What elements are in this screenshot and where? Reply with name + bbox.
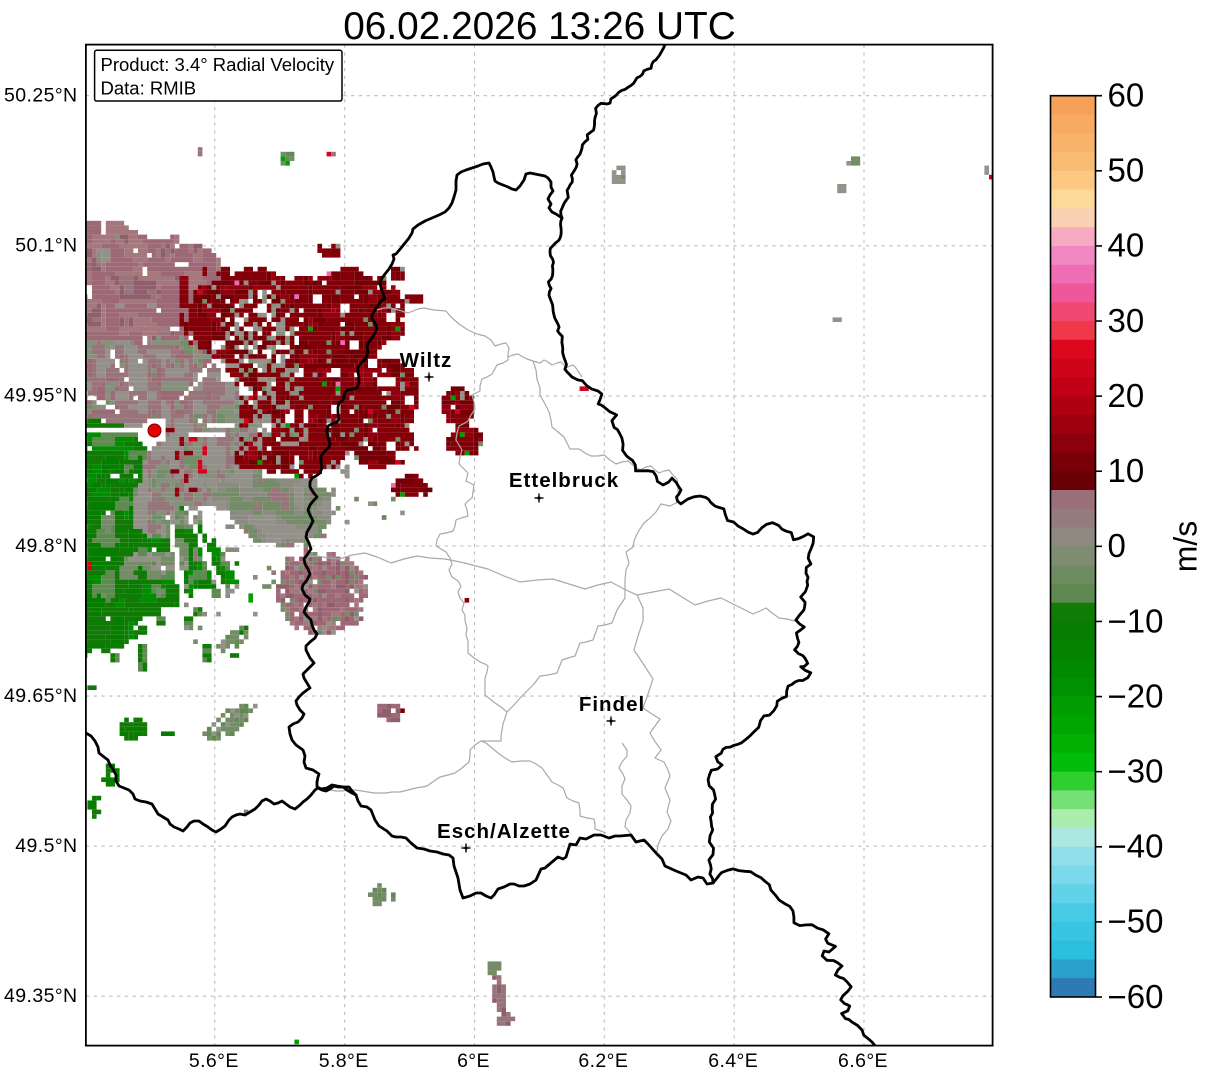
svg-text:Product: 3.4° Radial Velocity: Product: 3.4° Radial Velocity (101, 54, 335, 75)
svg-text:6.6°E: 6.6°E (838, 1050, 888, 1072)
svg-text:Data: RMIB: Data: RMIB (101, 78, 197, 99)
svg-text:49.8°N: 49.8°N (15, 535, 77, 557)
svg-text:6.4°E: 6.4°E (708, 1050, 758, 1072)
svg-text:0: 0 (1108, 527, 1126, 564)
svg-text:−40: −40 (1108, 828, 1164, 865)
svg-text:30: 30 (1108, 302, 1145, 339)
svg-text:49.35°N: 49.35°N (4, 985, 77, 1007)
svg-text:−20: −20 (1108, 677, 1164, 714)
svg-text:10: 10 (1108, 452, 1145, 489)
svg-text:Wiltz: Wiltz (400, 349, 453, 372)
svg-text:50.25°N: 50.25°N (4, 85, 77, 107)
svg-text:−30: −30 (1108, 753, 1164, 790)
svg-text:m/s: m/s (1168, 521, 1204, 573)
svg-text:5.6°E: 5.6°E (189, 1050, 239, 1072)
svg-text:60: 60 (1108, 77, 1145, 114)
svg-text:50.1°N: 50.1°N (15, 235, 77, 257)
svg-text:49.95°N: 49.95°N (4, 385, 77, 407)
svg-text:−10: −10 (1108, 602, 1164, 639)
svg-text:−50: −50 (1108, 903, 1164, 940)
svg-text:Esch/Alzette: Esch/Alzette (437, 820, 571, 843)
svg-text:49.65°N: 49.65°N (4, 685, 77, 707)
svg-text:50: 50 (1108, 152, 1145, 189)
svg-text:40: 40 (1108, 227, 1145, 264)
svg-text:49.5°N: 49.5°N (15, 835, 77, 857)
svg-text:Ettelbruck: Ettelbruck (509, 469, 619, 492)
svg-text:20: 20 (1108, 377, 1145, 414)
svg-text:06.02.2026 13:26 UTC: 06.02.2026 13:26 UTC (343, 5, 736, 48)
svg-text:−60: −60 (1108, 978, 1164, 1015)
svg-text:6°E: 6°E (457, 1050, 490, 1072)
svg-text:Findel: Findel (579, 693, 645, 716)
svg-text:5.8°E: 5.8°E (319, 1050, 369, 1072)
svg-text:6.2°E: 6.2°E (578, 1050, 628, 1072)
